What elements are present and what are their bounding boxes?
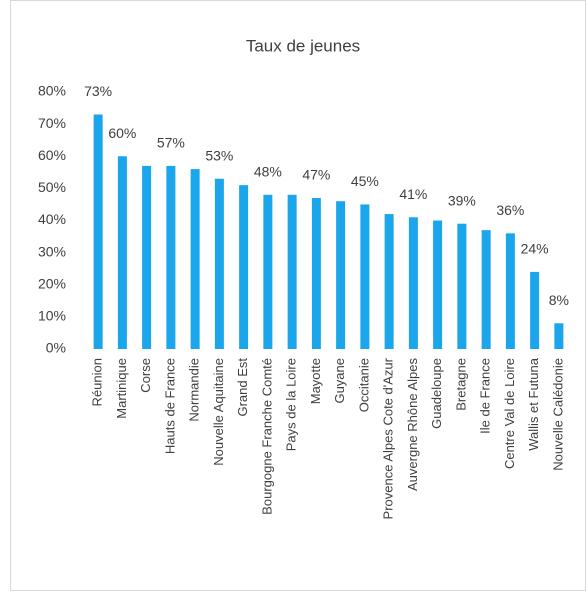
x-tick-label: Nouvelle Calédonie <box>550 358 565 471</box>
bar <box>481 230 491 349</box>
x-tick-label: Bretagne <box>453 358 468 411</box>
x-tick-label: Grand Est <box>235 358 250 417</box>
y-tick-label: 50% <box>38 179 66 195</box>
bar <box>117 156 127 349</box>
bar <box>360 204 370 349</box>
data-label: 45% <box>351 173 379 189</box>
y-tick-label: 10% <box>38 308 66 324</box>
data-label: 39% <box>448 192 476 208</box>
bar <box>287 194 297 349</box>
x-tick-label: Nouvelle Aquitaine <box>211 358 226 466</box>
bar <box>239 185 249 349</box>
y-tick-label: 40% <box>38 211 66 227</box>
data-label: 53% <box>205 147 233 163</box>
x-tick-label: Guyane <box>332 358 347 404</box>
x-tick-label: Guadeloupe <box>429 358 444 429</box>
y-tick-label: 80% <box>38 83 66 99</box>
bar <box>166 165 176 349</box>
data-label: 73% <box>84 83 112 99</box>
x-tick-label: Réunion <box>90 358 105 406</box>
bar <box>336 201 346 349</box>
data-label: 48% <box>254 164 282 180</box>
x-tick-label: Martinique <box>114 358 129 419</box>
x-tick-label: Ile de France <box>478 358 493 434</box>
x-tick-label: Mayotte <box>308 358 323 404</box>
x-tick-label: Auvergne Rhône Alpes <box>405 358 420 491</box>
x-tick-label: Wallis et Futuna <box>526 357 541 450</box>
x-tick-label: Normandie <box>187 358 202 422</box>
bar <box>311 198 321 349</box>
bar <box>408 217 418 349</box>
bar <box>530 271 540 349</box>
bar <box>554 323 564 349</box>
data-label: 60% <box>108 125 136 141</box>
bar <box>214 178 224 349</box>
data-label: 57% <box>157 135 185 151</box>
y-tick-label: 20% <box>38 275 66 291</box>
bar <box>142 165 152 349</box>
bar <box>93 114 103 349</box>
x-tick-label: Pays de la Loire <box>284 358 299 451</box>
chart-title: Taux de jeunes <box>246 36 360 55</box>
bar <box>263 194 273 349</box>
y-tick-label: 60% <box>38 147 66 163</box>
x-tick-label: Occitanie <box>356 358 371 412</box>
bar <box>433 220 443 349</box>
y-tick-label: 0% <box>46 340 66 356</box>
data-label: 47% <box>302 167 330 183</box>
bar <box>457 223 467 349</box>
x-tick-label: Bourgogne Franche Comté <box>259 358 274 515</box>
data-label: 8% <box>549 292 569 308</box>
data-label: 41% <box>399 186 427 202</box>
x-tick-label: Provence Alpes Cote d'Azur <box>381 357 396 519</box>
data-label: 36% <box>496 202 524 218</box>
bar <box>384 214 394 349</box>
y-tick-label: 70% <box>38 115 66 131</box>
data-label: 24% <box>521 241 549 257</box>
bar <box>190 169 200 349</box>
x-tick-label: Corse <box>138 358 153 393</box>
bar <box>505 233 515 349</box>
y-tick-label: 30% <box>38 243 66 259</box>
x-tick-label: Hauts de France <box>162 358 177 454</box>
x-tick-label: Centre Val de Loire <box>502 358 517 469</box>
